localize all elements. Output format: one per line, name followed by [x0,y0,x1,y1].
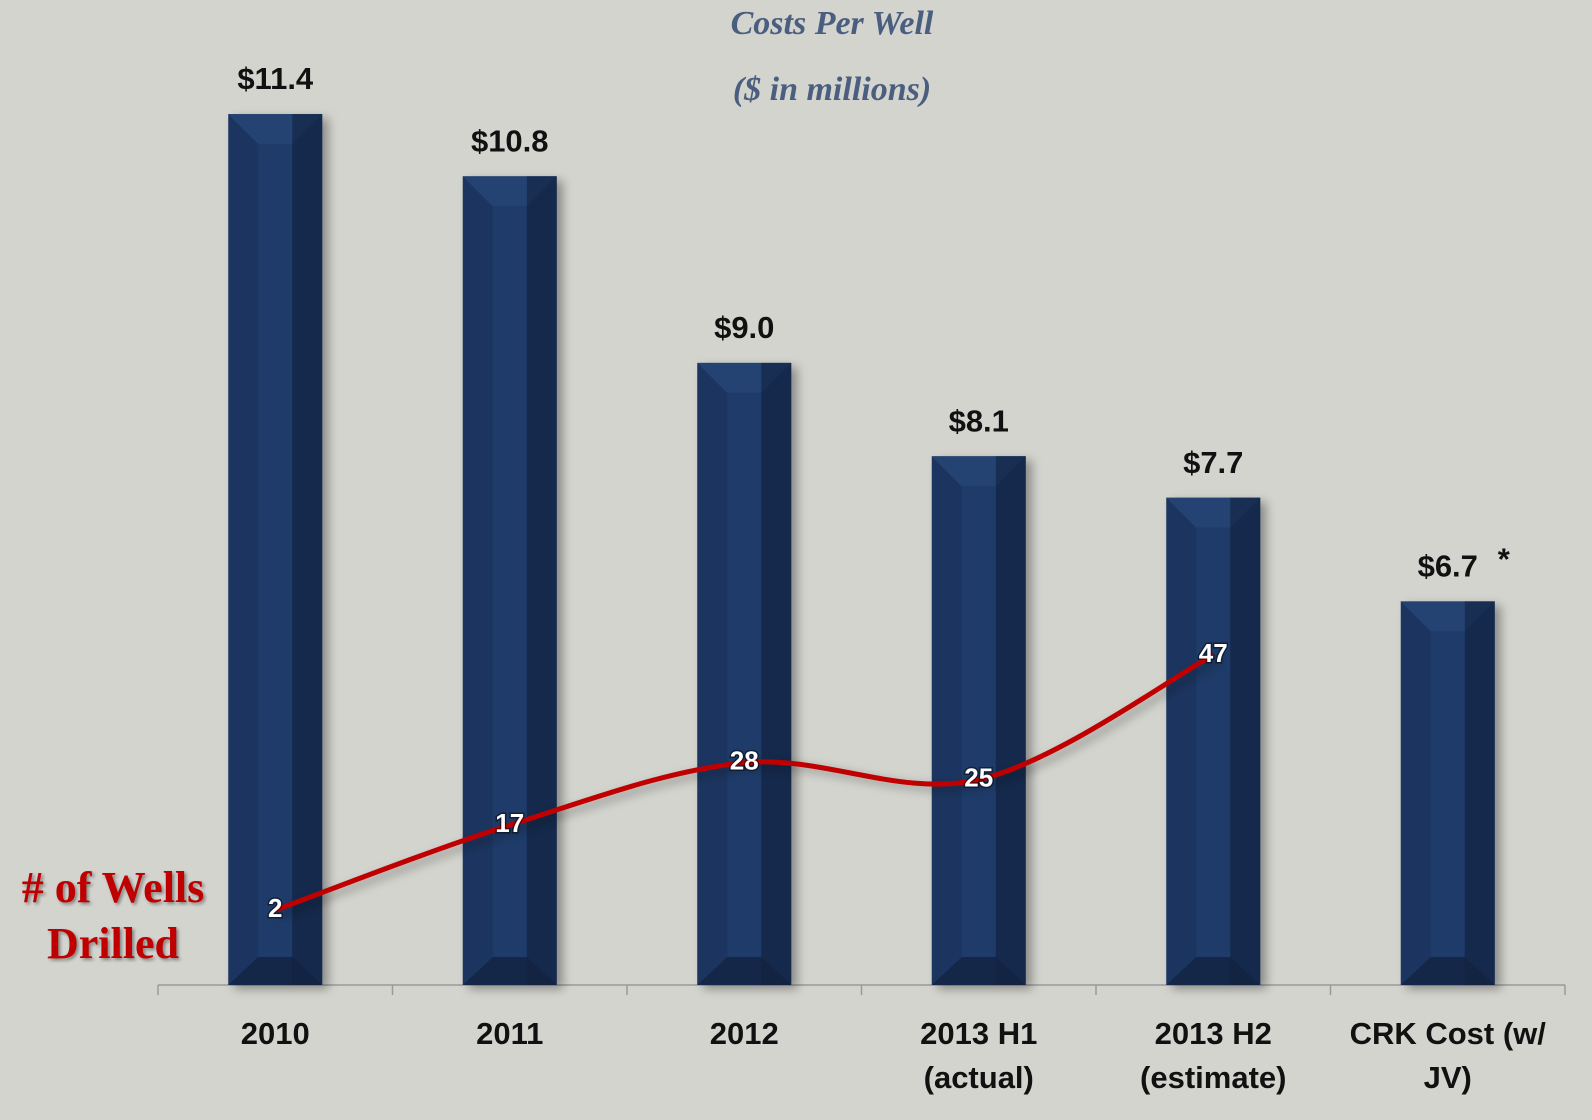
bar-bevel [1196,527,1231,957]
bar-bevel [1430,631,1465,957]
bar-bevel [292,114,323,986]
value-label: $8.1 [949,403,1009,438]
x-tick-label: 2013 H2 (estimate) [1140,1016,1287,1095]
value-label: $9.0 [714,310,774,345]
x-tick-label: 2012 [709,1016,779,1051]
bar-bevel [492,206,527,957]
bar-bevel [995,456,1026,985]
x-tick-label: 2013 H1 (actual) [920,1016,1038,1095]
bar-bevel [462,957,557,985]
value-label: $6.7 [1418,549,1478,584]
x-tick-label: 2010 [240,1016,310,1051]
bar-bevel [1464,601,1495,985]
bar-bevel [931,957,1026,985]
bar-bevel [1166,957,1261,985]
bar-bevel [258,144,293,958]
annotation: * [1498,542,1511,577]
x-tick-label: 2011 [476,1016,544,1051]
bar-bevel [526,176,557,985]
legend-label: # of Wells Drilled [21,863,205,968]
value-label: $11.4 [237,61,314,96]
line-value-label: 28 [730,746,759,776]
value-label: $10.8 [471,123,549,158]
bar-bevel [761,362,792,985]
x-tick-label: CRK Cost (w/ JV) [1349,1016,1546,1095]
line-value-label: 2 [268,893,282,923]
bar-bevel [727,392,762,957]
line-value-label: 47 [1199,638,1228,668]
bar-bevel [697,957,792,985]
line-value-label: 25 [964,763,993,793]
chart-title: Costs Per Well [731,5,934,42]
bar-bevel [961,486,996,957]
bar-bevel [1400,957,1495,985]
chart-subtitle: ($ in millions) [733,71,931,108]
bar-bevel [1230,497,1261,985]
line-value-label: 17 [495,808,524,838]
bar-bevel [228,957,323,985]
line [274,652,1215,913]
value-label: $7.7 [1183,445,1243,480]
